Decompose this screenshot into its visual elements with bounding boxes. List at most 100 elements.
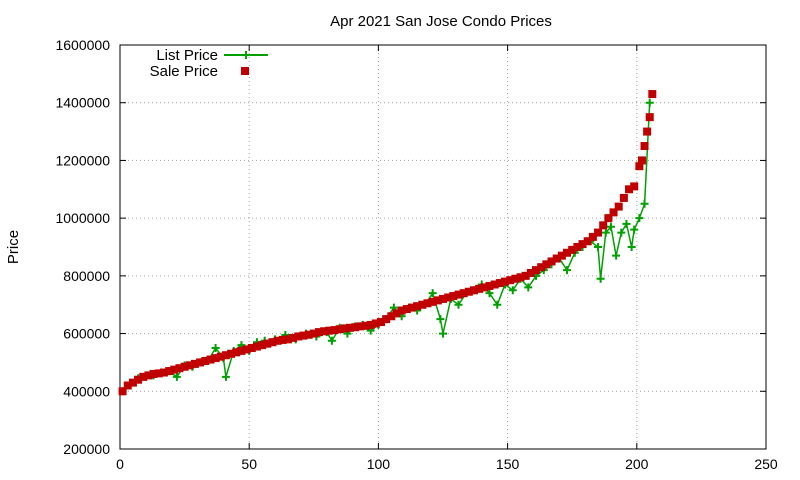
list-price-point — [211, 344, 220, 352]
sale-price-point — [159, 368, 168, 377]
sale-price-point — [625, 185, 634, 194]
sale-price-point — [439, 294, 447, 303]
sale-price-point — [299, 331, 308, 340]
sale-price-point — [418, 300, 427, 309]
sale-price-point — [289, 333, 298, 342]
tick-layer: 0 50 100 150 200 250 200000 400000 600000 800000 1… — [55, 37, 777, 472]
sale-price-point — [351, 323, 360, 332]
sale-price-point — [387, 312, 396, 321]
sale-price-point — [542, 260, 551, 269]
sale-price-point — [604, 214, 613, 223]
sale-price-point — [268, 338, 277, 347]
list-price-point — [606, 222, 615, 231]
sale-price-point — [123, 381, 132, 390]
sale-price-point — [454, 290, 463, 299]
sale-price-point — [252, 342, 261, 351]
sale-price-point — [382, 315, 391, 324]
sale-price-point — [237, 346, 246, 355]
sale-price-point — [423, 299, 432, 308]
sale-price-point — [206, 355, 215, 364]
list-price-point — [601, 228, 610, 237]
list-price-point — [563, 266, 572, 275]
list-price-point — [622, 219, 631, 228]
sale-price-point — [449, 292, 458, 301]
list-price-point — [612, 251, 621, 260]
x-tick-label: 50 — [241, 456, 257, 472]
plot-frame — [119, 44, 767, 450]
sale-price-point — [366, 320, 375, 329]
grid-layer — [120, 45, 766, 449]
sale-price-point — [242, 345, 251, 354]
sale-price-point — [588, 232, 597, 241]
sale-price-point — [516, 273, 525, 282]
sale-price-point — [283, 335, 292, 344]
sale-price-point — [594, 228, 603, 237]
sale-price-point — [356, 322, 365, 331]
legend-marker-list-price — [242, 51, 250, 59]
sale-price-point — [583, 237, 592, 246]
sale-price-point — [345, 323, 354, 332]
sale-price-point — [635, 162, 644, 171]
sale-price-point — [643, 127, 652, 136]
sale-price-point — [648, 90, 657, 99]
sale-price-point — [320, 327, 329, 336]
y-axis-label: Price — [5, 230, 22, 264]
sale-price-point — [216, 352, 225, 361]
sale-price-point — [247, 344, 256, 352]
sale-price-point — [201, 356, 210, 365]
list-price-point — [617, 228, 626, 237]
sale-price-point — [273, 336, 282, 345]
sale-price-point — [568, 245, 577, 254]
sale-price-point — [630, 182, 639, 191]
sale-price-point — [511, 274, 520, 283]
sale-price-point — [304, 330, 313, 339]
x-tick-label: 200 — [625, 456, 649, 472]
list-price-point — [635, 214, 644, 223]
y-tick-label: 400000 — [63, 383, 110, 399]
legend-label-sale-price: Sale Price — [150, 63, 218, 80]
sale-price-point — [154, 369, 163, 378]
sale-price-point — [190, 359, 199, 368]
sale-price-point — [263, 339, 272, 348]
sale-price-point — [340, 324, 349, 333]
y-tick-label: 1400000 — [55, 95, 110, 111]
list-price-point — [439, 329, 447, 338]
sale-price-point — [371, 319, 380, 328]
list-price-point — [596, 274, 605, 283]
sale-price-point — [128, 378, 137, 387]
sale-price-point — [211, 354, 220, 363]
list-price-point — [640, 199, 649, 208]
x-tick-label: 250 — [754, 456, 778, 472]
list-price-point — [627, 243, 636, 251]
sale-price-point — [526, 268, 535, 277]
sale-price-point — [170, 365, 179, 374]
sale-price-point — [470, 286, 479, 295]
list-price-point — [493, 300, 502, 309]
sale-price-point — [547, 257, 556, 266]
list-price-point — [172, 372, 181, 381]
sale-price-point — [134, 375, 143, 384]
sale-price-point — [258, 341, 267, 350]
sale-price-point — [185, 361, 194, 370]
sale-price-point — [557, 251, 566, 260]
sale-price-point — [392, 309, 401, 318]
y-tick-label: 800000 — [63, 268, 110, 284]
sale-price-point — [196, 358, 205, 367]
series-layer — [118, 90, 657, 396]
sale-price-point — [144, 371, 153, 380]
chart-title: Apr 2021 San Jose Condo Prices — [330, 13, 552, 30]
y-tick-label: 1000000 — [55, 210, 110, 226]
sale-price-point — [309, 329, 318, 338]
sale-price-point — [433, 296, 442, 305]
sale-price-point — [397, 306, 406, 315]
y-tick-label: 1600000 — [55, 37, 110, 53]
sale-price-point — [563, 248, 572, 257]
sale-price-point — [325, 326, 334, 335]
sale-price-point — [640, 142, 649, 150]
sale-price-point — [485, 281, 494, 290]
list-price-point — [436, 315, 445, 324]
sale-price-point — [428, 297, 437, 306]
sale-price-point — [609, 208, 618, 217]
sale-price-point — [614, 202, 623, 211]
y-tick-label: 1200000 — [55, 152, 110, 168]
